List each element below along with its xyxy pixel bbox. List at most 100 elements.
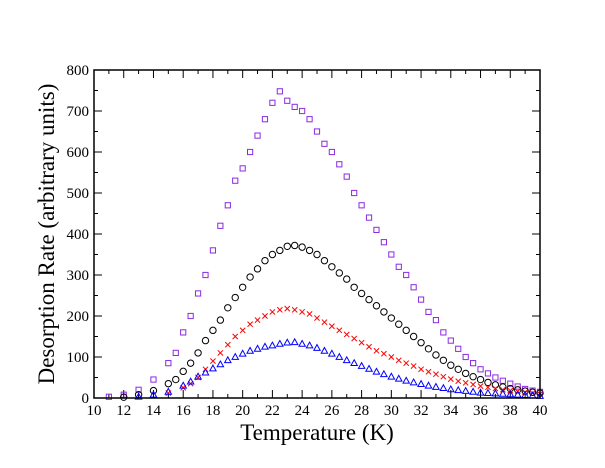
data-point-triangle — [476, 388, 485, 396]
data-point-triangle — [179, 381, 188, 389]
data-point-square — [470, 360, 477, 367]
data-point-circle — [320, 256, 329, 265]
data-point-circle — [172, 375, 180, 384]
data-point-cross — [380, 350, 387, 357]
data-point-circle — [246, 273, 254, 281]
data-point-cross — [306, 310, 313, 317]
data-point-circle — [372, 302, 381, 310]
data-point-circle — [179, 367, 187, 376]
x-tick-label: 28 — [354, 403, 369, 419]
y-tick-label: 700 — [67, 104, 90, 120]
x-tick-label: 34 — [443, 403, 459, 419]
data-point-square — [403, 271, 410, 279]
data-point-cross — [425, 368, 432, 375]
data-point-circle — [298, 243, 306, 251]
data-point-square — [232, 177, 239, 184]
data-point-square — [269, 99, 276, 106]
data-point-cross — [492, 385, 499, 392]
data-point-triangle — [335, 352, 344, 360]
data-point-triangle — [417, 379, 426, 387]
y-tick-label: 200 — [67, 309, 90, 325]
data-point-square — [284, 97, 291, 104]
x-tick-label: 30 — [384, 403, 399, 419]
data-point-cross — [395, 357, 402, 364]
y-tick-label: 0 — [82, 391, 90, 407]
data-point-square — [380, 239, 387, 246]
x-tick-label: 32 — [414, 403, 429, 419]
x-axis-title: Temperature (K) — [240, 420, 394, 445]
data-point-cross — [403, 360, 410, 367]
data-point-circle — [305, 246, 314, 255]
data-point-circle — [224, 304, 232, 312]
data-point-circle — [335, 269, 343, 277]
data-point-triangle — [491, 389, 500, 397]
y-tick-label: 800 — [67, 63, 90, 79]
data-point-square — [313, 128, 321, 135]
data-point-triangle — [372, 367, 381, 375]
data-point-circle — [387, 314, 396, 322]
data-point-cross — [462, 379, 469, 386]
data-point-triangle — [253, 344, 262, 352]
data-point-triangle — [379, 369, 388, 378]
data-point-triangle — [342, 355, 351, 364]
data-point-square — [180, 329, 187, 336]
data-point-triangle — [431, 382, 440, 390]
data-point-circle — [186, 359, 195, 367]
data-point-triangle — [149, 390, 158, 398]
data-point-square — [395, 263, 402, 270]
data-point-circle — [149, 386, 158, 395]
data-point-triangle — [268, 341, 277, 349]
data-point-cross — [232, 333, 239, 340]
data-point-triangle — [246, 346, 255, 354]
data-point-circle — [439, 356, 448, 364]
x-tick-label: 16 — [176, 403, 192, 419]
data-point-triangle — [446, 384, 455, 393]
data-point-triangle — [194, 372, 203, 380]
series-circle — [120, 241, 544, 401]
data-point-circle — [409, 332, 418, 341]
data-point-circle — [380, 308, 388, 316]
data-point-cross — [351, 335, 358, 342]
data-point-circle — [350, 283, 358, 291]
data-point-square — [291, 103, 298, 111]
data-point-square — [410, 284, 417, 291]
x-tick-label: 22 — [265, 403, 280, 419]
data-point-square — [254, 132, 261, 139]
y-tick-label: 300 — [67, 268, 90, 284]
data-point-triangle — [327, 349, 336, 357]
data-point-triangle — [364, 364, 374, 372]
data-point-triangle — [164, 387, 173, 395]
data-point-cross — [477, 383, 484, 390]
y-tick-label: 500 — [67, 186, 90, 202]
data-point-square — [365, 214, 373, 221]
x-tick-label: 40 — [533, 403, 548, 419]
data-point-triangle — [454, 385, 463, 394]
data-point-circle — [313, 250, 321, 259]
data-point-square — [492, 374, 499, 381]
data-point-triangle — [394, 374, 403, 382]
data-point-square — [507, 380, 514, 387]
data-point-cross — [366, 343, 372, 350]
data-point-cross — [239, 327, 246, 334]
data-point-circle — [365, 295, 373, 304]
data-point-cross — [291, 306, 298, 313]
data-point-circle — [454, 365, 462, 373]
data-point-cross — [209, 358, 216, 365]
series-triangle — [134, 337, 545, 400]
data-point-square — [209, 247, 217, 254]
data-point-circle — [209, 326, 217, 335]
data-point-cross — [373, 347, 380, 354]
data-point-triangle — [409, 377, 418, 386]
data-point-cross — [299, 308, 306, 315]
data-point-circle — [283, 242, 291, 251]
data-point-square — [343, 173, 350, 180]
data-point-triangle — [275, 339, 284, 347]
x-tick-label: 14 — [146, 403, 162, 419]
data-point-triangle — [357, 361, 366, 369]
data-point-square — [247, 148, 254, 156]
y-tick-label: 600 — [67, 145, 90, 161]
data-point-square — [499, 377, 506, 384]
data-point-cross — [440, 373, 447, 380]
data-point-square — [276, 88, 283, 95]
data-point-triangle — [469, 387, 478, 395]
